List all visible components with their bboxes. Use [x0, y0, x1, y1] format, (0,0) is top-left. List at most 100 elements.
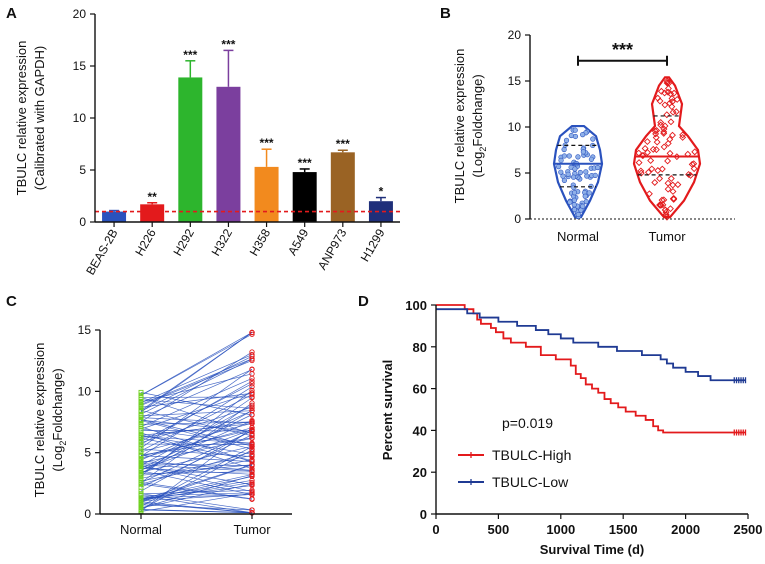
panel-b-point [580, 132, 586, 138]
panel-b-point [669, 181, 677, 189]
panel-d-xtick-label: 2000 [671, 522, 700, 537]
panel-b-point [584, 173, 590, 179]
panel-b-point [558, 169, 564, 175]
panel-b-point [662, 211, 670, 218]
panel-b-point [664, 85, 672, 92]
panel-letter-b: B [440, 5, 451, 22]
panel-c-normal-point [138, 460, 144, 466]
panel-b-point [582, 193, 588, 199]
panel-c-pair-line [140, 358, 253, 405]
panel-b-point [652, 146, 660, 154]
panel-b-point [666, 205, 674, 213]
panel-b-point [662, 211, 670, 219]
panel-c-ytick-label: 0 [84, 507, 91, 521]
panel-c-tumor-point [249, 428, 255, 434]
panel-b-point [561, 177, 568, 184]
panel-c-pair-line [140, 392, 253, 416]
panel-b-point [664, 157, 672, 165]
panel-c-tumor-point [249, 481, 255, 488]
panel-c-tumor-point [249, 420, 255, 427]
panel-d-xtick-label: 1000 [546, 522, 575, 537]
panel-c-tumor-point [249, 395, 255, 401]
panel-b-point [660, 125, 668, 133]
panel-c-pair-line [140, 463, 253, 467]
panel-b-point [679, 133, 687, 141]
panel-b-point [563, 137, 570, 143]
panel-c-pair-line [140, 373, 253, 403]
panel-b-point [664, 179, 672, 187]
panel-b-point [690, 165, 698, 173]
panel-c-pair-line [140, 483, 253, 509]
panel-b-point [663, 77, 671, 85]
panel-c-tumor-point [249, 459, 255, 465]
panel-c-pair-line [140, 333, 253, 396]
panel-c-tumor-point [249, 469, 255, 475]
panel-b-point [687, 171, 695, 179]
panel-c-tumor-point [249, 356, 255, 362]
panel-b-point [659, 201, 667, 209]
panel-b-ylabel-sub: 2 [478, 147, 488, 152]
panel-c-pair-line [140, 397, 253, 435]
panel-d-ytick-label: 0 [420, 507, 427, 522]
panel-b-point [658, 196, 666, 204]
panel-c-pair-lines [140, 332, 253, 514]
panel-c-tumor-point [249, 390, 255, 396]
panel-c-pair-line [140, 437, 253, 456]
panel-a-significance: *** [183, 48, 197, 62]
panel-b-point [572, 127, 578, 133]
panel-c-tumor-point [249, 353, 255, 359]
panel-c-pair-line [140, 358, 253, 415]
panel-a-bar [140, 204, 165, 222]
panel-c-normal-point [138, 399, 144, 405]
panel-d-xtick-label: 0 [432, 522, 439, 537]
panel-b-point [572, 133, 579, 140]
panel-d-ytick-label: 80 [413, 340, 427, 355]
panel-b-point [641, 144, 649, 152]
panel-c-pair-line [140, 436, 253, 444]
panel-c-pair-line [140, 430, 253, 484]
panel-b-point [647, 157, 655, 165]
panel-c-normal-point [138, 499, 144, 505]
panel-c-normal-point [138, 433, 144, 438]
panel-b-point [558, 157, 564, 163]
panel-a-significance: ** [148, 190, 158, 204]
panel-c-tumor-point [249, 490, 255, 496]
panel-a-ylabel-line2: (Calibrated with GAPDH) [32, 46, 47, 191]
panel-c-pair-line [140, 492, 253, 497]
panel-b-point [652, 130, 660, 138]
panel-c-pair-line [140, 386, 253, 457]
panel-c-ylabel-end: Foldchange) [50, 368, 65, 440]
panel-c-normal-point [138, 402, 144, 408]
panel-c-ytick-label: 15 [78, 323, 92, 337]
panel-c-normal-point [138, 417, 144, 423]
panel-c-pair-line [140, 460, 253, 471]
panel-b-point [691, 148, 699, 156]
panel-b-xtick-label: Tumor [648, 229, 686, 244]
panel-b-point [595, 164, 601, 171]
panel-b-point [664, 185, 672, 193]
panel-c-pair-line [140, 404, 253, 466]
panel-c-pair-line [140, 435, 253, 455]
panel-b-point [666, 149, 674, 157]
panel-a-bar [178, 77, 203, 222]
panel-a-xtick-label: H292 [170, 226, 197, 258]
panel-b-significance: *** [612, 40, 633, 60]
panel-c-tumor-point [249, 435, 255, 441]
panel-c-pair-line [140, 455, 253, 462]
panel-c-normal-point [138, 469, 144, 475]
panel-d-xtick-label: 1500 [609, 522, 638, 537]
panel-c-pair-line [140, 419, 253, 432]
panel-b-point [654, 94, 662, 102]
panel-c-tumor-point [249, 441, 255, 447]
panel-c-pair-line [140, 495, 253, 514]
panel-c-pair-line [140, 394, 253, 452]
panel-c-tumor-point [249, 378, 255, 384]
panel-a-xtick-label: ANP973 [315, 226, 350, 272]
panel-c-tumor-point [249, 479, 255, 486]
panel-b-point [571, 185, 577, 191]
panel-a-xtick-label: H1299 [358, 226, 388, 264]
panel-b-point [673, 153, 681, 161]
panel-c-ylabel-sub: 2 [58, 441, 68, 446]
panel-c-pair-line [140, 414, 253, 469]
